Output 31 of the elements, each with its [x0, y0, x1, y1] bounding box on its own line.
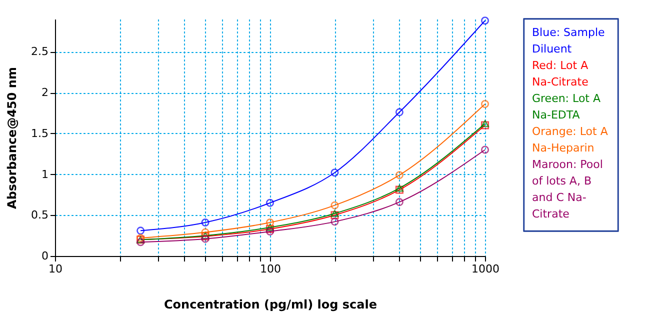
point: [395, 198, 404, 206]
point: [201, 228, 210, 236]
point: [136, 226, 145, 235]
y-tick-label: 0.5: [31, 208, 48, 222]
text: Blue: Sample Diluent: [532, 26, 606, 56]
y-tick-label: 1: [42, 168, 48, 181]
y-axis-title: Absorbance@450 nm: [5, 67, 20, 209]
text: Orange: Lot A Na-Heparin: [532, 125, 608, 154]
x-tick-label: 100: [260, 262, 281, 276]
point: [136, 238, 145, 246]
point: [330, 201, 339, 210]
point: [330, 168, 339, 177]
y-tick-label: 0: [42, 250, 48, 262]
point: [201, 234, 210, 243]
point: [266, 225, 274, 234]
point: [266, 198, 274, 207]
point: [395, 171, 404, 180]
y-tick-label: 1.5: [31, 126, 48, 140]
y-tick-label: 2: [42, 86, 48, 100]
text: Green: Lot A Na-EDTA: [532, 92, 601, 122]
point: [266, 218, 274, 226]
point: [201, 218, 210, 226]
point: [330, 218, 339, 226]
point: [395, 108, 404, 116]
x-tick-label: 10: [48, 262, 62, 276]
y-tick-label: 2.5: [31, 45, 48, 58]
point: [266, 224, 274, 231]
x-tick-label: 1000: [472, 262, 500, 276]
text: Red: Lot A Na-Citrate: [532, 59, 589, 88]
x-axis-title: Concentration (pg/ml) log scale: [164, 298, 378, 312]
text: Maroon: Pool of lots A, B and C Na-Citrate: [532, 158, 603, 220]
